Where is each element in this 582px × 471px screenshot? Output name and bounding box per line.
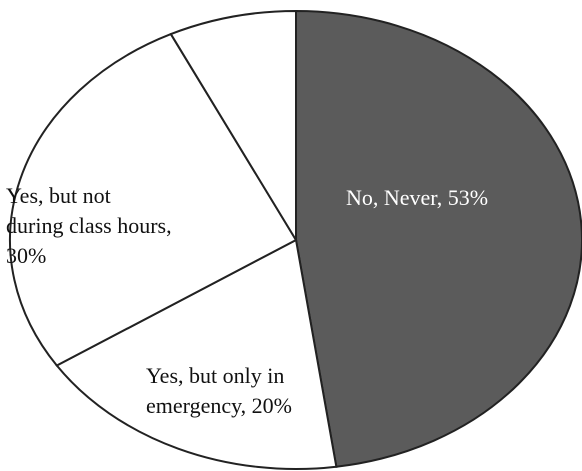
pie-slice [169, 9, 297, 244]
slice-label: emergency, 20% [146, 393, 292, 418]
slice-label: Yes, but not [6, 183, 111, 208]
slice-label: during class hours, [6, 213, 172, 238]
pie-slice [9, 32, 298, 367]
pie-slice [55, 238, 338, 470]
slice-label: Yes, but only in [146, 363, 284, 388]
pie-slice [295, 9, 582, 468]
slice-label: 30% [6, 243, 46, 268]
slice-label: No, Never, 53% [346, 185, 488, 210]
